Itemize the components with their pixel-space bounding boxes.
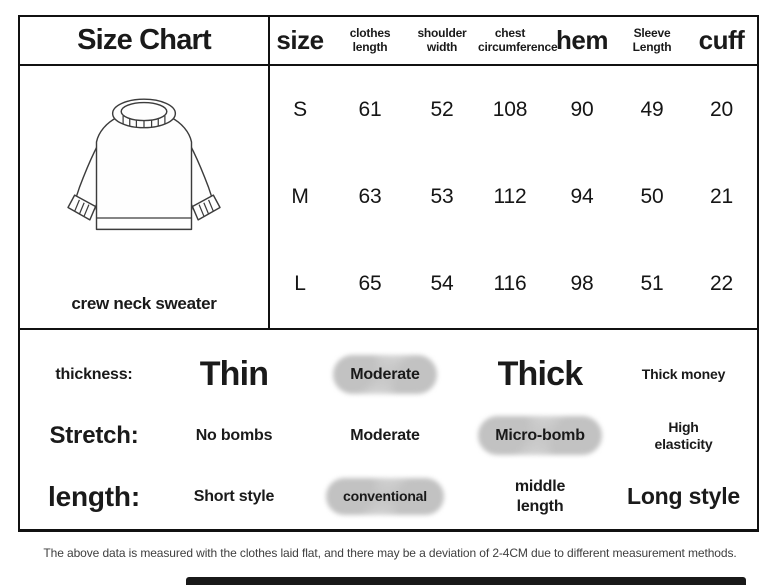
value-cell: 108: [492, 97, 528, 121]
attribute-option: Thick: [497, 355, 584, 394]
value-cell: 50: [640, 184, 664, 208]
attribute-option: Thick money: [641, 366, 726, 383]
table-header-band: Size Chart size clothes length shoulder …: [20, 17, 757, 66]
table-header-row: size clothes length shoulder width chest…: [270, 17, 757, 64]
size-chart-frame: Size Chart size clothes length shoulder …: [18, 15, 759, 532]
value-cell: 112: [493, 184, 527, 208]
attribute-option: Short style: [193, 487, 275, 505]
attribute-label: thickness:: [55, 365, 133, 383]
product-name: crew neck sweater: [71, 294, 217, 313]
attribute-option: Thin: [199, 355, 269, 394]
bottom-bar: [186, 577, 746, 585]
attribute-label: length:: [48, 480, 140, 512]
column-header-sleeve-length: Sleeve Length: [632, 25, 672, 54]
column-header-clothes-length: clothes length: [349, 25, 391, 54]
size-cell: L: [294, 272, 306, 296]
sweater-illustration: [67, 98, 221, 231]
value-cell: 22: [710, 272, 733, 296]
attribute-option-highlighted: conventional: [343, 488, 427, 505]
value-cell: 52: [430, 97, 454, 121]
value-cell: 21: [710, 184, 733, 208]
column-header-cuff: cuff: [698, 25, 745, 55]
value-cell: 61: [358, 97, 382, 121]
table-rows: S 61 52 108 90 49 20 M 63 53 112 94 50 2…: [270, 66, 757, 328]
value-cell: 20: [710, 97, 733, 121]
attribute-option: Moderate: [350, 426, 420, 444]
size-cell: M: [291, 184, 309, 208]
value-cell: 49: [640, 97, 664, 121]
value-cell: 63: [358, 184, 382, 208]
attribute-option: Long style: [626, 482, 740, 509]
attribute-option-highlighted: Micro-bomb: [495, 426, 585, 444]
measurement-note: The above data is measured with the clot…: [43, 546, 737, 560]
value-cell: 116: [493, 272, 527, 296]
size-cell: S: [293, 97, 307, 121]
value-cell: 98: [570, 272, 594, 296]
value-cell: 90: [570, 97, 594, 121]
column-header-size: size: [276, 25, 324, 55]
attribute-option-highlighted: Moderate: [350, 365, 420, 383]
value-cell: 51: [640, 272, 664, 296]
column-header-shoulder-width: shoulder width: [417, 25, 467, 54]
column-header-chest-circumference: chest circumference: [478, 25, 558, 54]
attribute-row-stretch: Stretch: No bombs Moderate Micro-bomb Hi…: [20, 405, 757, 466]
column-header-hem: hem: [556, 25, 608, 55]
value-cell: 54: [430, 272, 454, 296]
attributes-section: thickness: Thin Moderate Thick Thick mon…: [20, 330, 757, 527]
attribute-option: High elasticity: [654, 418, 713, 452]
value-cell: 94: [570, 184, 594, 208]
attribute-option: middle length: [514, 478, 566, 515]
value-cell: 65: [358, 272, 382, 296]
attribute-row-thickness: thickness: Thin Moderate Thick Thick mon…: [20, 344, 757, 405]
value-cell: 53: [430, 184, 454, 208]
table-body-band: crew neck sweater S 61 52 108 90 49 20 M…: [20, 66, 757, 330]
page-title: Size Chart: [20, 17, 270, 64]
attribute-label: Stretch:: [49, 421, 139, 449]
table-row: M 63 53 112 94 50 21: [270, 153, 757, 240]
table-row: S 61 52 108 90 49 20: [270, 66, 757, 153]
product-cell: crew neck sweater: [20, 66, 270, 328]
table-row: L 65 54 116 98 51 22: [270, 241, 757, 328]
attribute-row-length: length: Short style conventional middle …: [20, 466, 757, 527]
attribute-option: No bombs: [195, 426, 273, 444]
